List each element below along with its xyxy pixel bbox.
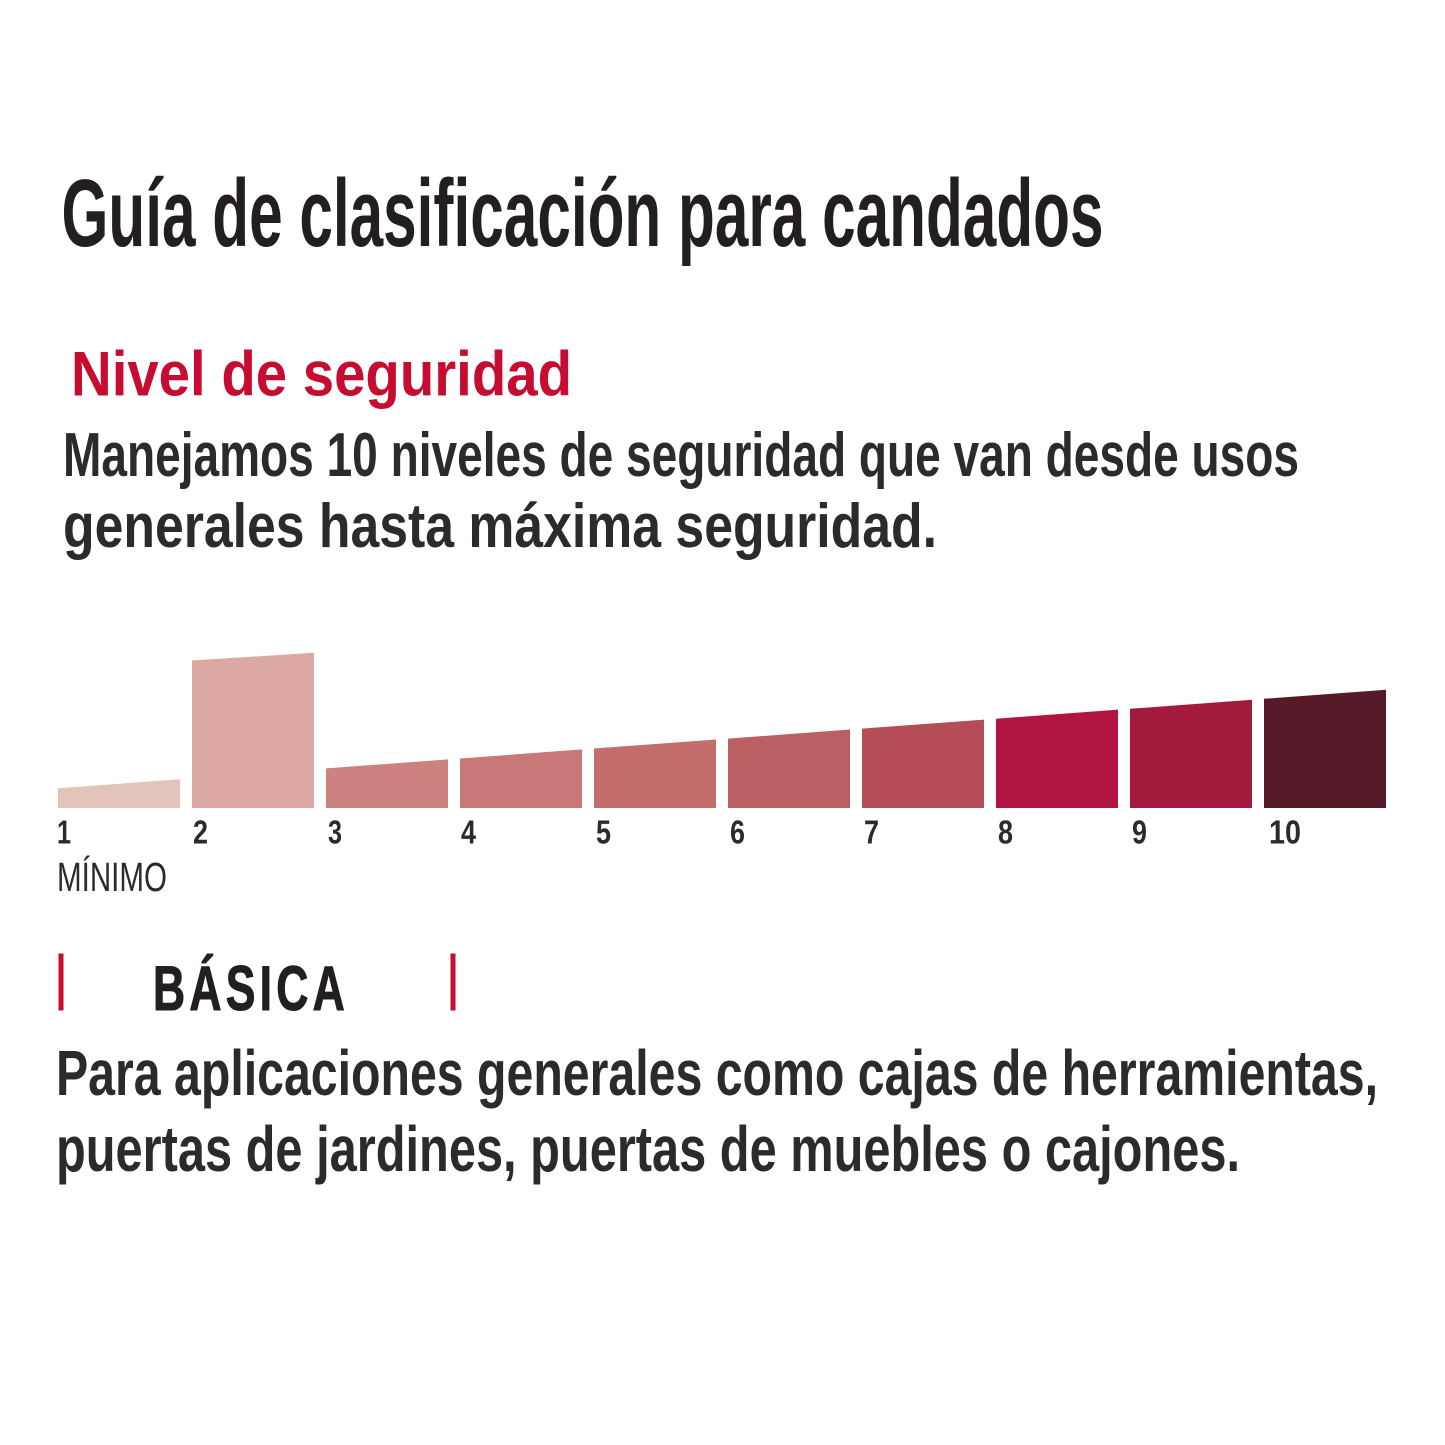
svg-text:6: 6 bbox=[730, 814, 745, 851]
svg-text:Para aplicaciones generales co: Para aplicaciones generales como cajas d… bbox=[56, 1037, 1378, 1109]
svg-text:Manejamos 10 niveles de seguri: Manejamos 10 niveles de seguridad que va… bbox=[63, 421, 1299, 490]
svg-text:1: 1 bbox=[57, 814, 71, 851]
svg-text:puertas de jardines, puertas d: puertas de jardines, puertas de muebles … bbox=[56, 1113, 1240, 1185]
svg-text:2: 2 bbox=[193, 814, 208, 851]
svg-text:MÍNIMO: MÍNIMO bbox=[57, 854, 167, 900]
svg-text:BÁSICA: BÁSICA bbox=[153, 954, 349, 1024]
svg-text:generales hasta máxima segurid: generales hasta máxima seguridad. bbox=[63, 492, 937, 561]
svg-text:10: 10 bbox=[1269, 814, 1301, 851]
svg-text:Guía de clasificación para can: Guía de clasificación para candados bbox=[62, 160, 1104, 267]
svg-text:8: 8 bbox=[998, 814, 1013, 851]
svg-text:7: 7 bbox=[864, 814, 879, 851]
svg-text:9: 9 bbox=[1132, 814, 1147, 851]
svg-text:3: 3 bbox=[328, 814, 342, 851]
svg-text:Nivel de seguridad: Nivel de seguridad bbox=[71, 340, 572, 410]
svg-text:5: 5 bbox=[596, 814, 611, 851]
svg-text:4: 4 bbox=[461, 814, 477, 851]
